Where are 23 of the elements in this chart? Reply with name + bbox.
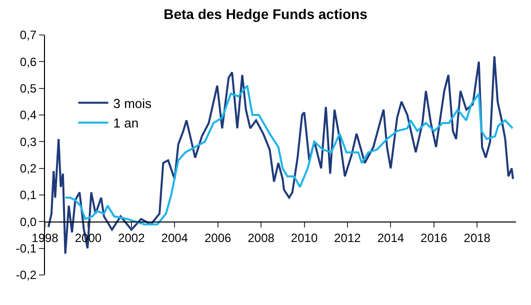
- y-tick-label: 0,0: [20, 214, 37, 229]
- line-series: [64, 84, 514, 226]
- x-tick-label: 2002: [118, 231, 146, 246]
- chart-title: Beta des Hedge Funds actions: [164, 6, 368, 22]
- x-tick-label: 2016: [420, 231, 448, 246]
- legend-label: 1 an: [113, 116, 139, 131]
- y-tick-label: 0,7: [20, 28, 37, 42]
- y-tick-label: 0,4: [20, 108, 37, 122]
- y-tick-label: -0,1: [16, 242, 37, 256]
- x-tick-label: 2006: [204, 231, 232, 246]
- x-tick-label: 2012: [334, 231, 362, 246]
- x-tick-label: 2004: [161, 231, 188, 246]
- y-tick-label: 0,3: [20, 134, 37, 149]
- x-tick-label: 2018: [464, 231, 491, 246]
- legend-label: 3 mois: [113, 96, 152, 111]
- y-tick-label: 0,2: [20, 162, 37, 176]
- y-tick-label: 0,1: [20, 188, 37, 202]
- x-tick-label: 2008: [248, 231, 275, 246]
- x-tick-label: 2010: [290, 231, 318, 246]
- y-tick-label: -0,2: [16, 268, 37, 282]
- y-tick-label: 0,5: [20, 82, 37, 96]
- y-tick-label: 0,6: [20, 54, 37, 69]
- x-tick-label: 2014: [377, 231, 404, 246]
